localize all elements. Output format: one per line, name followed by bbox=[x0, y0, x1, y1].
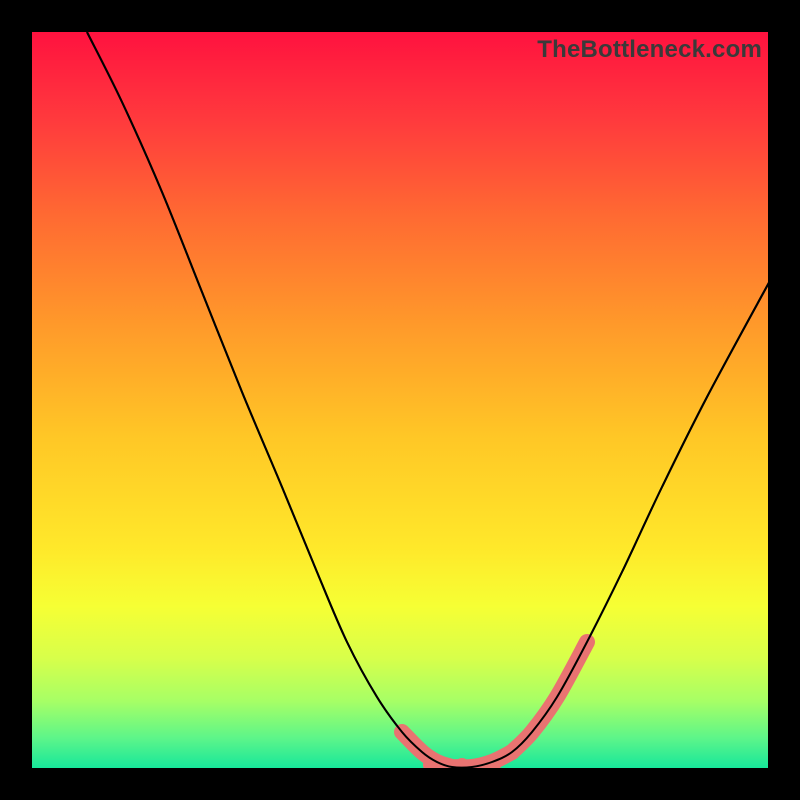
gradient-background bbox=[32, 32, 768, 768]
watermark-text: TheBottleneck.com bbox=[537, 36, 762, 64]
plot-area: TheBottleneck.com bbox=[30, 30, 770, 770]
